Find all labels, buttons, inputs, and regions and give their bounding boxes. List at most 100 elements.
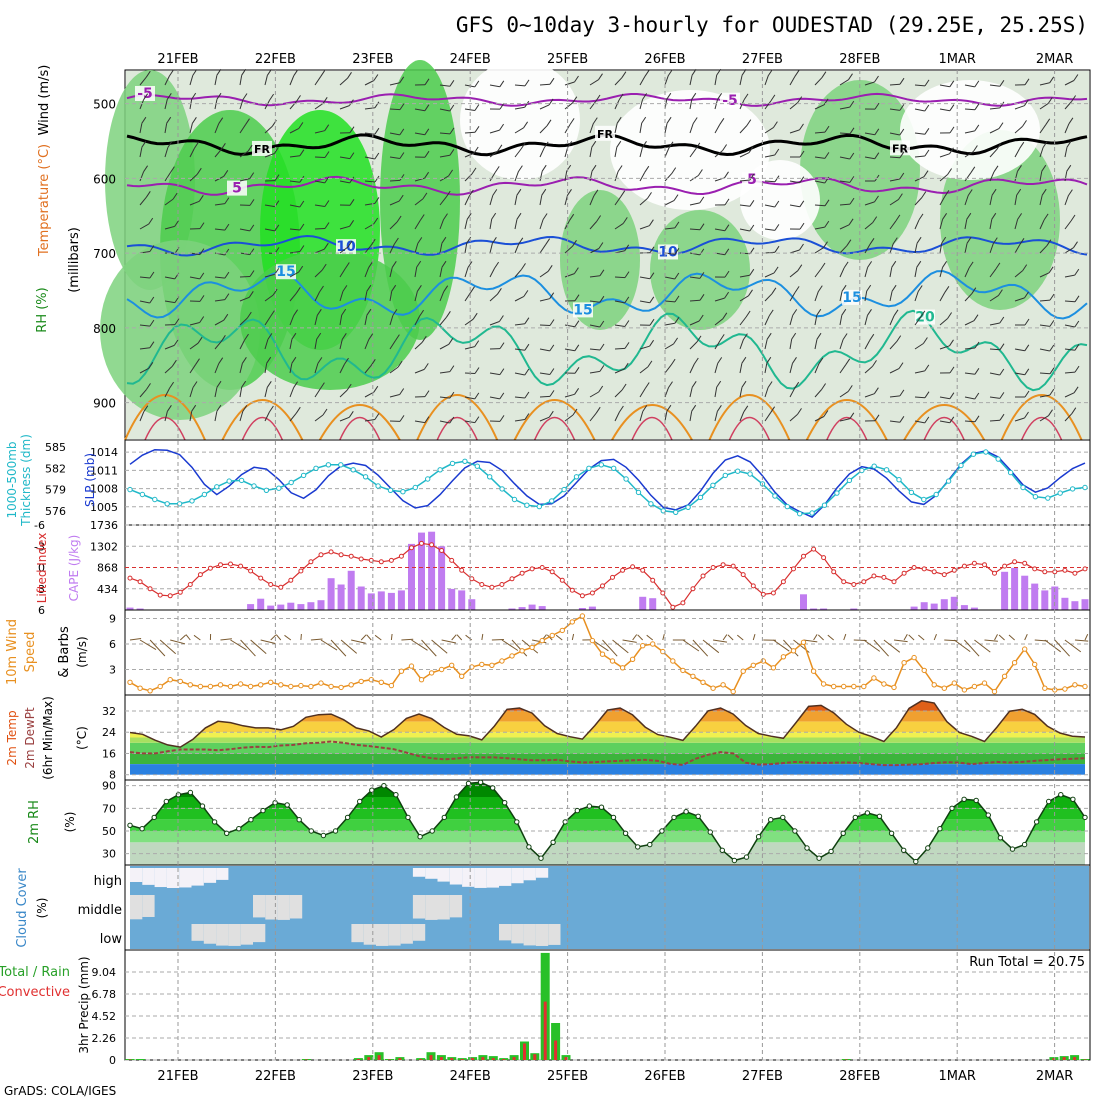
wind-barb	[989, 396, 1000, 399]
wind-barb-feather	[818, 357, 824, 365]
wind-barb	[839, 339, 844, 350]
wind-speed-line-point	[227, 683, 234, 690]
wind-barb	[264, 153, 275, 158]
wind-barb-feather	[1045, 118, 1051, 126]
surface-wind-barb	[702, 639, 720, 654]
wind-speed-line-point	[418, 677, 425, 683]
wind-barb-feather	[449, 149, 455, 156]
rh-line-point	[647, 841, 653, 848]
lifted-index-point	[167, 593, 173, 599]
wind-speed-line-point	[700, 679, 706, 685]
wind-barb-feather	[920, 310, 926, 318]
wind-barb-feather	[770, 94, 776, 102]
surface-wind-barb	[773, 639, 790, 652]
ylabel-wind: Wind (m/s)	[37, 65, 52, 136]
wind-barb-feather	[1016, 188, 1022, 196]
wind-barb-feather	[1071, 407, 1077, 414]
thickness-tick-label: 576	[45, 505, 66, 518]
wind-barb-feather	[592, 117, 598, 124]
wind-barb	[214, 276, 225, 279]
wind-barb	[139, 99, 145, 110]
wind-barb	[514, 419, 525, 422]
rh-line-point	[913, 858, 919, 865]
wind-speed-line-point	[800, 639, 807, 645]
wind-speed-line-point	[680, 667, 686, 674]
lifted-index-point	[1042, 569, 1048, 575]
cape-tick-label: 1302	[90, 540, 118, 553]
lifted-index-point	[982, 562, 987, 568]
rh-line-point	[562, 819, 568, 825]
convective-bar	[1062, 1057, 1066, 1060]
wind-barb-feather	[499, 368, 505, 375]
thickness-line-point	[1082, 484, 1088, 491]
wind-barb-feather	[1048, 409, 1053, 416]
wind-barb	[439, 343, 450, 350]
cloud-cell	[425, 868, 438, 879]
wind-barb-feather	[691, 404, 697, 412]
wind-barb	[714, 150, 723, 158]
wind-barb	[239, 99, 244, 110]
wind-barb-feather	[423, 363, 429, 370]
cape-bar	[367, 593, 375, 610]
wind-barb-feather	[974, 124, 980, 132]
surface-wind-barb	[366, 634, 372, 641]
contour-label-bg	[842, 289, 862, 305]
wind-barb-feather	[399, 128, 405, 136]
cape-bar	[297, 604, 305, 610]
rh-line-point	[792, 828, 798, 834]
rh-line-point	[997, 835, 1004, 841]
wind-barb-feather	[394, 334, 400, 341]
wind-barb-feather	[916, 236, 922, 244]
wind-barb	[289, 412, 297, 422]
wind-barb-feather	[524, 343, 530, 351]
wind-barb	[689, 387, 693, 398]
wind-barb-feather	[899, 172, 905, 180]
wind-barb-feather	[349, 176, 355, 184]
wind-barb-feather	[298, 122, 304, 129]
wind-barb-feather	[999, 101, 1005, 109]
pressure-tick-label: 800	[93, 322, 116, 336]
cape-bar	[960, 605, 968, 610]
thickness-line-point	[611, 465, 617, 471]
date-label-top: 26FEB	[644, 52, 685, 67]
wind-barb	[589, 248, 600, 254]
wind-barb	[489, 150, 499, 158]
cape-bar	[287, 602, 295, 610]
date-label-bottom: 26FEB	[644, 1069, 685, 1084]
lifted-index-point	[579, 593, 585, 599]
surface-wind-barb	[260, 639, 276, 644]
wind-barb-feather	[549, 390, 555, 397]
wind-speed-line-point	[730, 688, 736, 695]
wind-barb-feather	[574, 75, 579, 83]
temp-contour-warm	[805, 399, 888, 441]
wind-barb	[364, 315, 368, 326]
rh-line-point	[139, 826, 145, 832]
wind-speed-line-point	[871, 675, 877, 681]
thickness-line-point	[511, 496, 518, 503]
convective-bar	[554, 1040, 558, 1060]
wind-barb	[589, 275, 600, 278]
wind-barb-feather	[192, 381, 198, 388]
wind-barb-feather	[474, 392, 480, 400]
lifted-index-point	[439, 548, 445, 553]
convective-bar	[491, 1058, 495, 1060]
lifted-index-point	[670, 604, 676, 610]
wind-barb-feather	[743, 93, 749, 101]
cape-bar	[850, 608, 858, 610]
wind-barb	[939, 153, 950, 158]
cape-bar	[588, 606, 596, 610]
wind-barb	[664, 147, 670, 158]
rh-line-point	[695, 813, 701, 819]
wind-barb-feather	[149, 296, 155, 304]
wind-barb-feather	[324, 222, 330, 229]
contour-label-bg	[573, 302, 593, 318]
wind-barb	[839, 132, 851, 135]
wind-barb-feather	[199, 222, 205, 229]
surface-wind-barb	[637, 634, 644, 641]
wind-barb-feather	[266, 69, 272, 76]
wind-barb-feather	[674, 317, 680, 324]
lifted-index-point	[449, 557, 455, 563]
surface-wind-barb	[411, 639, 428, 651]
rh-line-point	[211, 819, 218, 825]
